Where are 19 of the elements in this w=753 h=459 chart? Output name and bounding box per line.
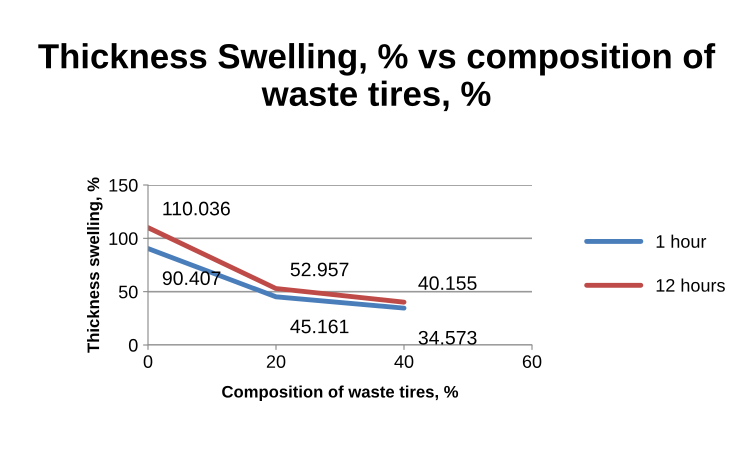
data-label: 40.155 [418,276,477,290]
x-tick-label: 20 [266,355,286,368]
x-axis-title: Composition of waste tires, % [222,385,458,401]
x-tick-label: 0 [144,355,152,368]
y-tick-label: 150 [110,178,138,192]
x-tick-label: 60 [522,355,542,368]
y-tick-label: 50 [118,286,138,298]
data-label: 34.573 [418,330,477,345]
y-tick-label: 100 [110,232,138,246]
y-axis-title: Thickness swelling, % [86,177,103,353]
legend-label: 1 hour [656,234,706,248]
x-tick-label: 40 [394,355,414,368]
y-tick-label: 0 [128,338,138,352]
legend-label: 12 hours [656,278,725,292]
data-label: 110.036 [163,202,230,216]
chart-title: Thickness Swelling, % vs composition of waste tires, % [38,43,716,112]
data-label: 45.161 [290,320,348,334]
data-label: 90.407 [162,271,220,286]
data-label: 52.957 [290,262,348,276]
